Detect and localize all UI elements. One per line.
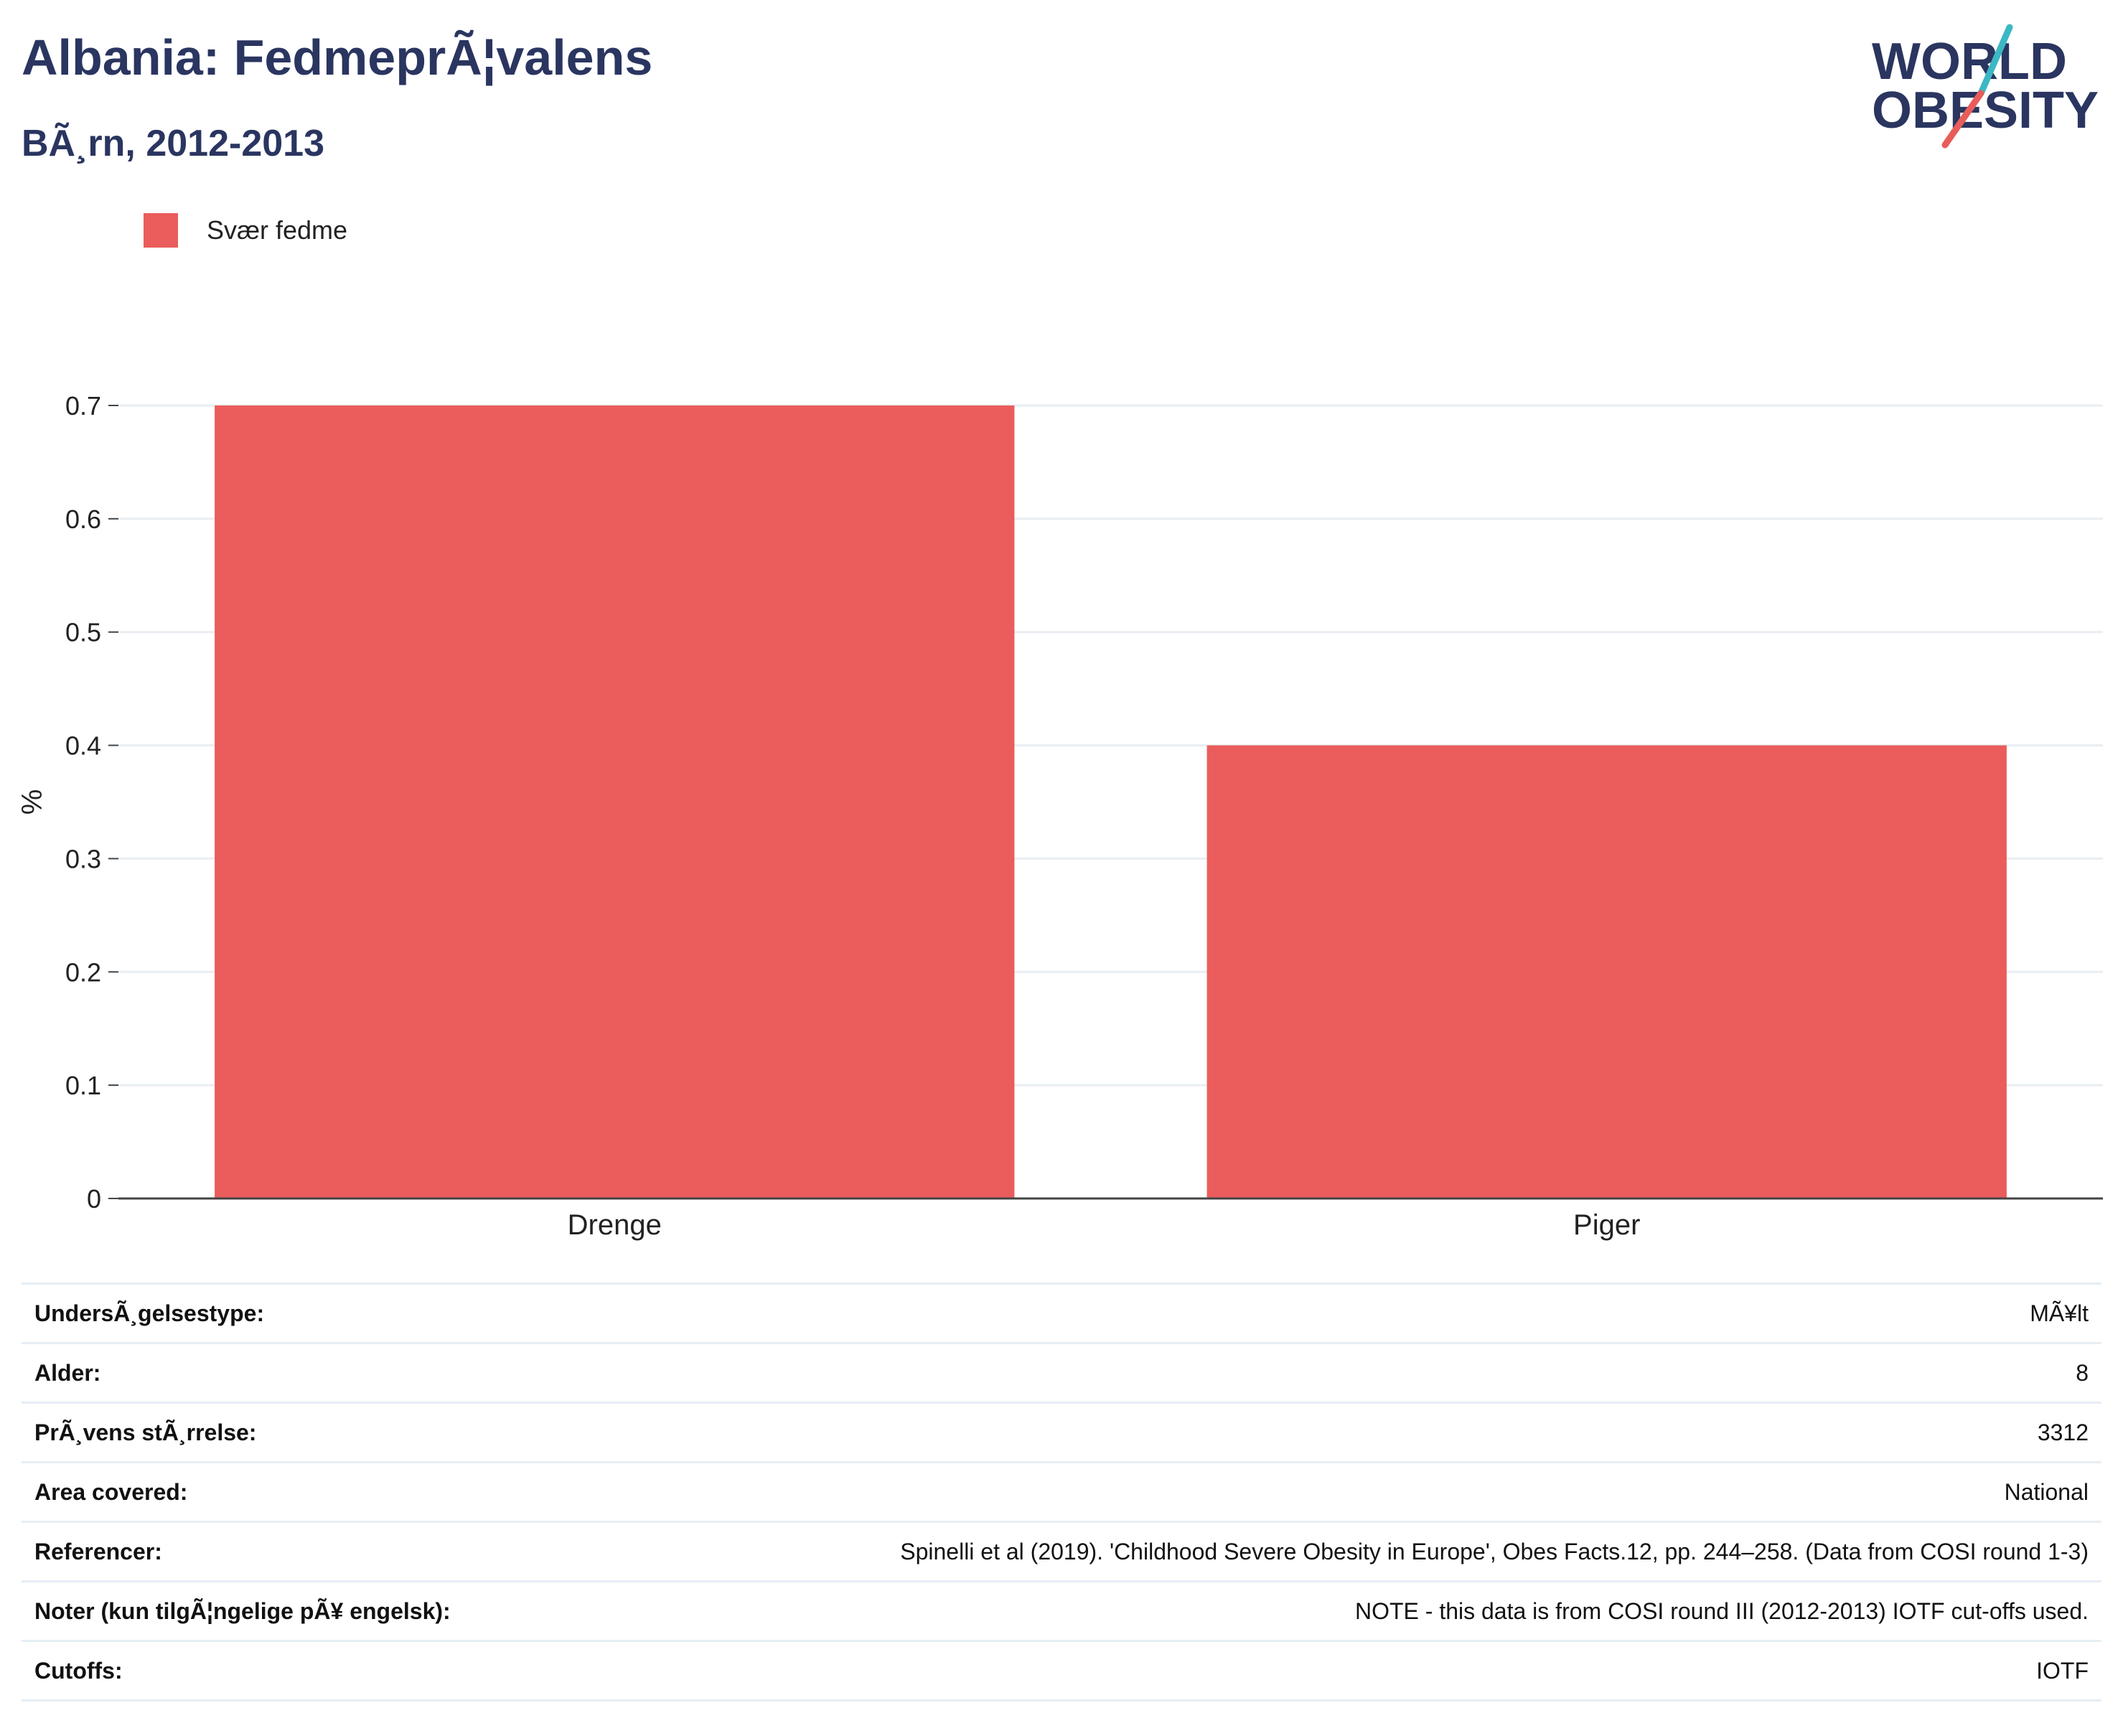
info-row: Area covered: National	[22, 1462, 2101, 1522]
survey-info-body: UndersÃ¸gelsestype: MÃ¥lt Alder: 8 PrÃ¸vens …	[22, 1283, 2101, 1701]
chart-title: Albania: FedmeprÃ¦valens	[22, 29, 653, 85]
chart-subtitle: BÃ¸rn, 2012-2013	[22, 123, 324, 164]
y-tick-label: 0.3	[65, 844, 101, 873]
bar-chart: 0 0.1 0.2 0.3 0.4 0.5 0.6 0.7 Drenge Piger%	[17, 391, 2103, 1241]
info-label: Noter (kun tilgÃ¦ngelige pÃ¥ engelsk):	[34, 1597, 451, 1624]
info-row: PrÃ¸vens stÃ¸rrelse: 3312	[22, 1402, 2101, 1463]
info-label: Cutoffs:	[34, 1657, 123, 1684]
bar-piger[interactable]	[1206, 745, 2007, 1198]
info-label: Area covered:	[34, 1478, 188, 1505]
logo-slash-bottom	[1941, 90, 1984, 149]
y-tick-label: 0.1	[65, 1071, 101, 1100]
chart-bars	[215, 405, 2007, 1198]
chart-legend[interactable]: Svær fedme	[144, 213, 347, 248]
info-label: Alder:	[34, 1359, 101, 1386]
y-axis-title: %	[17, 789, 48, 815]
bar-drenge[interactable]	[215, 405, 1015, 1198]
legend-swatch-svaer-fedme	[144, 213, 178, 248]
info-value: Spinelli et al (2019). 'Childhood Severe…	[900, 1538, 2089, 1564]
x-tick-label: Piger	[1573, 1209, 1640, 1241]
y-tick-label: 0	[87, 1184, 101, 1214]
info-row: Noter (kun tilgÃ¦ngelige pÃ¥ engelsk): NO…	[22, 1581, 2101, 1641]
info-value: 3312	[2037, 1419, 2089, 1445]
x-tick-label: Drenge	[568, 1209, 662, 1241]
y-tick-label: 0.5	[65, 618, 101, 647]
info-label: PrÃ¸vens stÃ¸rrelse:	[34, 1419, 257, 1445]
info-value: National	[2004, 1478, 2089, 1505]
legend-label-svaer-fedme: Svær fedme	[207, 215, 348, 245]
y-tick-label: 0.4	[65, 731, 101, 761]
world-obesity-logo: WORLD OBESITY	[1872, 24, 2099, 149]
info-value: NOTE - this data is from COSI round III …	[1354, 1597, 2089, 1624]
y-tick-label: 0.6	[65, 505, 101, 534]
logo-slash-top	[1977, 24, 2013, 97]
info-row: Cutoffs: IOTF	[22, 1641, 2101, 1701]
info-row: Referencer: Spinelli et al (2019). 'Child…	[22, 1521, 2101, 1582]
survey-info-table: UndersÃ¸gelsestype: MÃ¥lt Alder: 8 PrÃ¸vens …	[22, 1282, 2101, 1702]
logo-line1: WORLD	[1872, 33, 2067, 90]
info-value: MÃ¥lt	[2030, 1300, 2089, 1326]
info-label: UndersÃ¸gelsestype:	[34, 1300, 265, 1326]
info-label: Referencer:	[34, 1538, 162, 1564]
chart-axes: 0 0.1 0.2 0.3 0.4 0.5 0.6 0.7 Drenge Piger%	[17, 391, 2103, 1241]
y-tick-label: 0.2	[65, 957, 101, 987]
info-value: 8	[2076, 1359, 2089, 1386]
info-row: Alder: 8	[22, 1343, 2101, 1403]
y-tick-label: 0.7	[65, 391, 101, 421]
info-value: IOTF	[2036, 1657, 2089, 1684]
info-row: UndersÃ¸gelsestype: MÃ¥lt	[22, 1283, 2101, 1343]
